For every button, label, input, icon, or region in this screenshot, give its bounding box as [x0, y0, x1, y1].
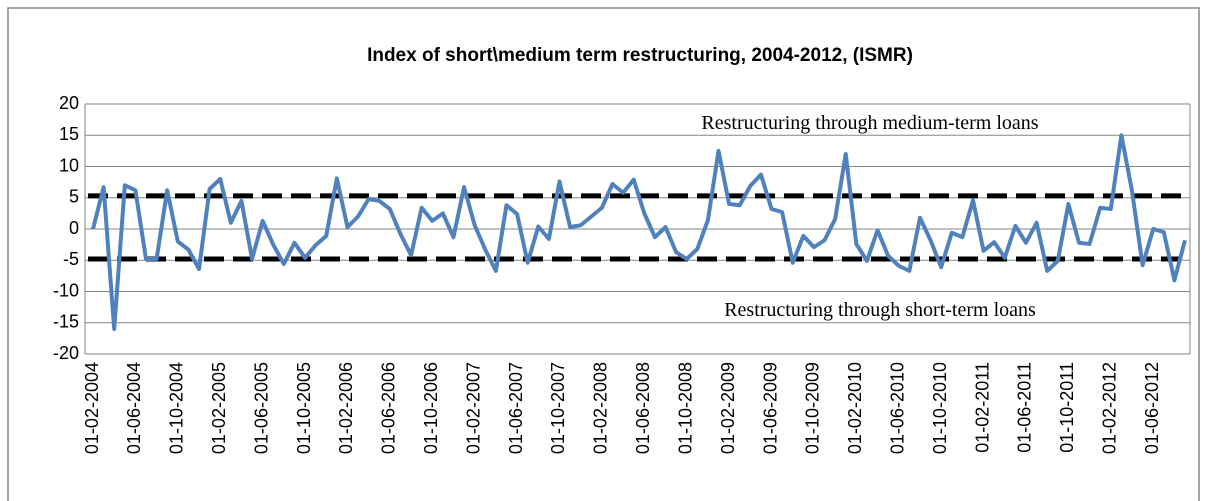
y-tick-label: -5	[63, 249, 79, 269]
x-tick-label: 01-06-2011	[1015, 362, 1035, 453]
y-tick-label: 15	[59, 124, 79, 144]
y-tick-label: -10	[53, 280, 79, 300]
x-tick-label: 01-06-2007	[506, 362, 526, 454]
y-tick-label: 5	[69, 187, 79, 207]
x-tick-label: 01-10-2007	[548, 362, 568, 454]
x-tick-label: 01-06-2012	[1142, 362, 1162, 454]
x-tick-label: 01-02-2005	[209, 362, 229, 454]
x-tick-label: 01-06-2005	[251, 362, 271, 454]
y-tick-label: 10	[59, 155, 79, 175]
x-tick-label: 01-02-2007	[463, 362, 483, 454]
x-tick-label: 01-06-2004	[124, 362, 144, 454]
x-tick-label: 01-02-2009	[718, 362, 738, 454]
x-tick-label: 01-10-2008	[675, 362, 695, 454]
y-tick-label: 0	[69, 218, 79, 238]
x-tick-label: 01-10-2011	[1057, 362, 1077, 453]
y-tick-label: -15	[53, 312, 79, 332]
x-tick-label: 01-10-2005	[294, 362, 314, 454]
y-tick-label: 20	[59, 93, 79, 113]
x-tick-label: 01-10-2010	[930, 362, 950, 454]
x-tick-label: 01-02-2010	[845, 362, 865, 454]
chart-title: Index of short\medium term restructuring…	[367, 45, 913, 66]
x-tick-label: 01-10-2006	[421, 362, 441, 454]
x-tick-label: 01-10-2004	[167, 362, 187, 454]
x-tick-label: 01-06-2010	[887, 362, 907, 454]
y-tick-label: -20	[53, 343, 79, 363]
x-tick-label: 01-02-2008	[591, 362, 611, 454]
x-tick-label: 01-02-2011	[972, 362, 992, 453]
x-tick-label: 01-06-2006	[379, 362, 399, 454]
annotation: Restructuring through medium-term loans	[701, 112, 1038, 134]
data-line	[91, 133, 1187, 331]
x-tick-label: 01-02-2012	[1100, 362, 1120, 454]
x-tick-label: 01-06-2008	[633, 362, 653, 454]
x-tick-label: 01-02-2006	[336, 362, 356, 454]
x-tick-label: 01-10-2009	[803, 362, 823, 454]
x-tick-label: 01-06-2009	[760, 362, 780, 454]
annotation: Restructuring through short-term loans	[724, 299, 1036, 321]
x-tick-label: 01-02-2004	[82, 362, 102, 454]
